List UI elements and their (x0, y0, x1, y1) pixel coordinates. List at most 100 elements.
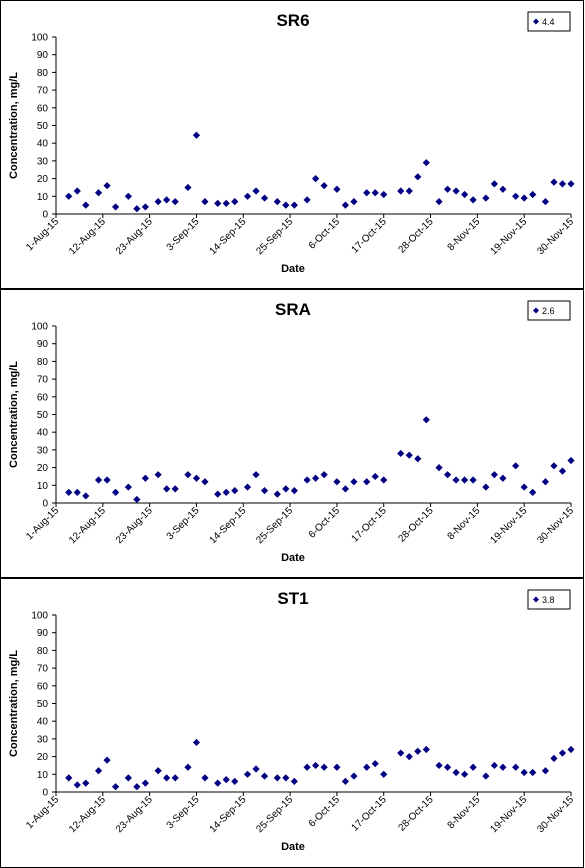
x-tick-label: 28-Oct-15 (396, 794, 436, 834)
data-point (529, 190, 537, 199)
x-tick-label: 8-Nov-15 (446, 216, 483, 253)
data-point (312, 761, 320, 770)
data-point (512, 192, 520, 200)
chart-panel: SR6 0 10 20 30 40 50 60 70 80 90 100 1-Aug-15 12-Aug-… (0, 0, 584, 289)
data-point (371, 760, 379, 768)
data-point (282, 485, 290, 493)
data-point (350, 772, 358, 780)
data-point (363, 763, 371, 771)
data-point (282, 774, 290, 782)
data-point (214, 490, 222, 498)
x-axis-title: Date (281, 552, 305, 564)
data-point (363, 189, 371, 197)
y-tick-label: 30 (37, 445, 49, 456)
data-point (222, 199, 230, 207)
data-point (567, 180, 575, 188)
data-point (171, 485, 179, 493)
y-tick-label: 60 (37, 681, 49, 692)
data-point (550, 754, 558, 762)
data-point (550, 178, 558, 186)
data-point (201, 478, 209, 486)
data-point (558, 467, 567, 475)
data-point (222, 776, 230, 784)
y-tick-label: 10 (37, 192, 49, 203)
data-point (320, 471, 328, 479)
data-point (499, 185, 507, 193)
y-tick-label: 80 (37, 68, 49, 79)
data-point (171, 774, 179, 782)
data-point (141, 203, 149, 211)
data-point (273, 774, 281, 782)
y-tick-label: 50 (37, 121, 49, 132)
data-point (499, 474, 507, 482)
data-point (333, 185, 341, 193)
x-tick-label: 14-Sep-15 (208, 216, 249, 257)
data-point (154, 471, 162, 479)
data-point (380, 476, 388, 484)
data-point (422, 416, 430, 424)
y-tick-label: 90 (37, 628, 49, 639)
y-tick-label: 0 (42, 499, 48, 510)
data-point (154, 198, 162, 206)
data-point (231, 777, 239, 785)
data-point (124, 483, 132, 491)
x-tick-label: 3-Sep-15 (165, 216, 202, 253)
data-point (482, 194, 490, 202)
data-point (529, 488, 537, 496)
y-tick-label: 70 (37, 86, 49, 97)
data-point (243, 770, 252, 778)
data-point (273, 490, 281, 498)
x-tick-label: 3-Sep-15 (165, 505, 202, 542)
data-point (490, 761, 498, 770)
data-point (529, 768, 537, 777)
data-point (222, 488, 230, 496)
data-point (192, 474, 201, 482)
data-point (65, 774, 73, 782)
data-point (371, 189, 379, 197)
x-tick-label: 30-Nov-15 (535, 216, 576, 257)
x-tick-label: 19-Nov-15 (489, 794, 530, 835)
data-point (73, 488, 81, 496)
y-tick-label: 10 (37, 770, 49, 781)
y-tick-label: 90 (37, 50, 49, 61)
legend-marker (533, 18, 539, 25)
data-point (414, 173, 422, 181)
x-tick-label: 14-Sep-15 (208, 505, 249, 546)
x-tick-label: 12-Aug-15 (67, 794, 108, 835)
x-tick-label: 19-Nov-15 (489, 216, 530, 257)
y-tick-label: 10 (37, 481, 49, 492)
data-point (490, 180, 498, 188)
data-point (231, 487, 239, 495)
legend: 3.8 (527, 589, 571, 610)
chart-svg: ST1 0 10 20 30 40 50 60 70 80 90 100 1-Aug-15 12-Aug-… (8, 589, 576, 853)
data-point (397, 187, 405, 195)
x-tick-label: 14-Sep-15 (208, 794, 249, 835)
data-point (111, 203, 120, 211)
chart-svg: SR6 0 10 20 30 40 50 60 70 80 90 100 1-Aug-15 12-Aug-… (8, 11, 576, 275)
y-tick-label: 100 (31, 611, 48, 622)
y-tick-label: 80 (37, 646, 49, 657)
y-tick-label: 70 (37, 375, 49, 386)
data-point (558, 180, 567, 188)
chart-title: SR6 (276, 11, 309, 30)
data-point (252, 187, 260, 195)
data-point (397, 449, 405, 458)
chart-svg: SRA 0 10 20 30 40 50 60 70 80 90 100 1-Aug-15 12-Aug-… (8, 300, 576, 564)
data-point (550, 462, 558, 470)
data-point (290, 201, 298, 209)
x-tick-label: 1-Aug-15 (24, 216, 61, 253)
data-point (333, 763, 341, 771)
data-point (405, 187, 413, 195)
data-point (260, 772, 269, 780)
data-point (520, 194, 528, 202)
data-point (341, 201, 350, 209)
data-point (558, 749, 567, 757)
y-tick-label: 60 (37, 392, 49, 403)
data-point (133, 495, 141, 504)
data-point (567, 745, 575, 754)
x-tick-label: 30-Nov-15 (535, 794, 576, 835)
legend-marker (533, 596, 539, 603)
data-point (422, 159, 430, 167)
data-point (341, 485, 350, 493)
data-point (303, 196, 311, 204)
